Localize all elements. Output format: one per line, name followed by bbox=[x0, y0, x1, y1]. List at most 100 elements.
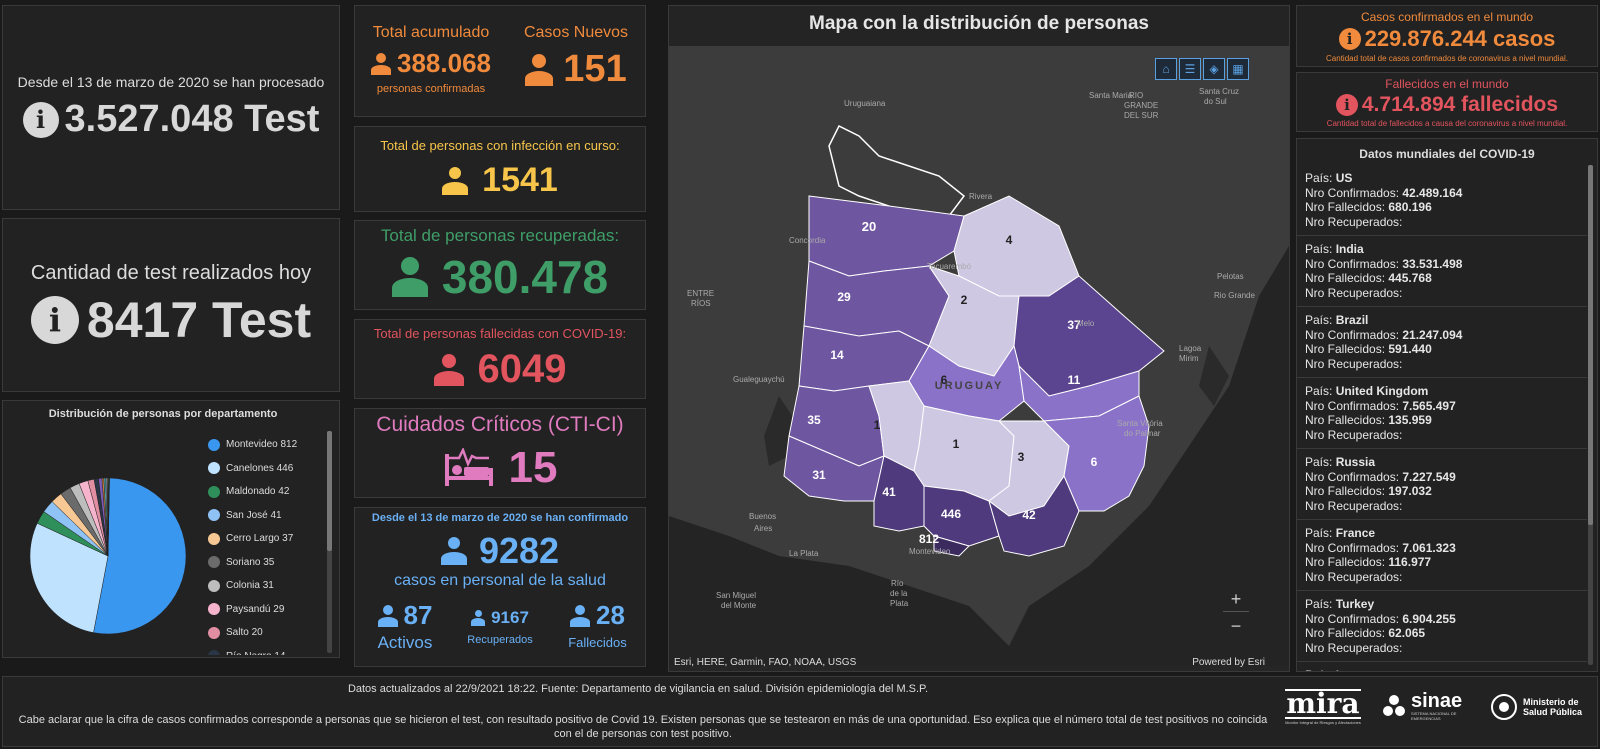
legend-item[interactable]: Montevideo 812 bbox=[208, 433, 326, 457]
deceased-panel: Total de personas fallecidas con COVID-1… bbox=[354, 319, 646, 399]
legend-label: San José 41 bbox=[226, 509, 282, 521]
legend-swatch bbox=[208, 556, 220, 569]
svg-text:Tacuarembó: Tacuarembó bbox=[927, 262, 972, 271]
tests-total-value: 3.527.048 Test bbox=[64, 98, 320, 140]
staff-recovered-value: 9167 bbox=[491, 608, 529, 627]
legend-icon[interactable]: ☰ bbox=[1179, 58, 1201, 80]
hospital-bed-icon bbox=[444, 448, 493, 486]
svg-text:Gualeguaychú: Gualeguaychú bbox=[733, 375, 785, 384]
svg-text:DEL SUR: DEL SUR bbox=[1124, 111, 1159, 120]
map-toolbar: ⌂ ☰ ◈ ▦ bbox=[1153, 58, 1249, 80]
country-list-item[interactable]: País: France Nro Confirmados: 7.061.323 Nr… bbox=[1297, 520, 1587, 591]
legend-item[interactable]: Maldonado 42 bbox=[208, 480, 326, 504]
pie-legend: Montevideo 812 Canelones 446 Maldonado 42 S… bbox=[208, 433, 326, 655]
info-icon: i bbox=[22, 101, 59, 138]
health-staff-panel: Desde el 13 de marzo de 2020 se han conf… bbox=[354, 507, 646, 667]
legend-swatch bbox=[208, 509, 220, 522]
svg-text:Rivera: Rivera bbox=[969, 192, 993, 201]
world-list[interactable]: País: US Nro Confirmados: 42.489.164 Nro F… bbox=[1297, 165, 1587, 671]
country-list-item[interactable]: País: US Nro Confirmados: 42.489.164 Nro F… bbox=[1297, 165, 1587, 236]
world-confirmed-label: Casos confirmados en el mundo bbox=[1360, 9, 1534, 24]
svg-text:Rio Grande: Rio Grande bbox=[1214, 291, 1255, 300]
legend-swatch bbox=[208, 462, 220, 475]
svg-text:do Palmar: do Palmar bbox=[1124, 429, 1161, 438]
country-list-item[interactable]: País: Brazil Nro Confirmados: 21.247.094 N… bbox=[1297, 307, 1587, 378]
health-staff-sub: casos en personal de la salud bbox=[394, 572, 606, 589]
legend-item[interactable]: Salto 20 bbox=[208, 621, 326, 645]
legend-item[interactable]: Paysandú 29 bbox=[208, 598, 326, 622]
tests-today-label: Cantidad de test realizados hoy bbox=[30, 261, 312, 284]
map-powered[interactable]: Powered by Esri bbox=[1192, 657, 1265, 668]
legend-label: Río Negro 14 bbox=[226, 651, 285, 655]
pie-slice-montevideo[interactable] bbox=[93, 477, 187, 635]
person-icon bbox=[371, 52, 391, 75]
map-canvas[interactable]: 20 4 29 2 37 14 6 URUGUAY 11 35 1 1 3 6 … bbox=[669, 46, 1289, 666]
home-icon[interactable]: ⌂ bbox=[1155, 58, 1177, 80]
svg-text:La Plata: La Plata bbox=[789, 549, 819, 558]
dept-label: 41 bbox=[882, 485, 896, 499]
new-cases-label: Casos Nuevos bbox=[523, 24, 629, 41]
msp-logo: Ministerio de Salud Pública bbox=[1491, 693, 1585, 721]
legend-item[interactable]: San José 41 bbox=[208, 504, 326, 528]
tests-total-panel: Desde el 13 de marzo de 2020 se han proc… bbox=[2, 5, 340, 210]
dept-label: 14 bbox=[830, 348, 844, 362]
info-icon: i bbox=[1338, 27, 1361, 50]
legend-label: Montevideo 812 bbox=[226, 439, 298, 451]
svg-text:do Sul: do Sul bbox=[1204, 97, 1227, 106]
pie-slice-canelones[interactable] bbox=[29, 522, 109, 633]
svg-text:RIO: RIO bbox=[1129, 91, 1143, 100]
svg-text:San Miguel: San Miguel bbox=[716, 591, 756, 600]
dept-label: 812 bbox=[919, 532, 939, 546]
person-icon bbox=[433, 353, 464, 386]
person-icon bbox=[442, 166, 469, 195]
legend-label: Soriano 35 bbox=[226, 556, 275, 568]
zoom-out-button[interactable]: − bbox=[1230, 616, 1242, 636]
svg-text:Uruguaiana: Uruguaiana bbox=[844, 99, 886, 108]
dept-label: 42 bbox=[1022, 508, 1036, 522]
person-icon bbox=[377, 604, 398, 627]
world-confirmed-value: 229.876.244 casos bbox=[1364, 25, 1556, 51]
country-list-item[interactable]: País: Turkey Nro Confirmados: 6.904.255 Nr… bbox=[1297, 591, 1587, 662]
dept-pie-panel: Distribución de personas por departament… bbox=[2, 400, 340, 658]
legend-item[interactable]: Colonia 31 bbox=[208, 574, 326, 598]
svg-text:Concordia: Concordia bbox=[789, 236, 826, 245]
legend-item[interactable]: Canelones 446 bbox=[208, 457, 326, 481]
country-list-item[interactable]: País: United Kingdom Nro Confirmados: 7.5… bbox=[1297, 378, 1587, 449]
staff-active-value: 87 bbox=[403, 600, 433, 630]
legend-label: Paysandú 29 bbox=[226, 603, 285, 615]
sinae-logo: sinae SISTEMA NACIONAL DE EMERGENCIAS bbox=[1381, 691, 1471, 721]
active-label: Total de personas con infección en curso… bbox=[380, 138, 620, 153]
recovered-panel: Total de personas recuperadas: 380.478 bbox=[354, 220, 646, 310]
world-list-title: Datos mundiales del COVID-19 bbox=[1359, 147, 1535, 161]
svg-text:Lagoa: Lagoa bbox=[1179, 344, 1202, 353]
legend-scrollbar[interactable] bbox=[327, 431, 332, 653]
svg-text:GRANDE: GRANDE bbox=[1124, 101, 1158, 110]
map-panel: Mapa con la distribución de personas 20 … bbox=[668, 5, 1290, 672]
dept-label: 20 bbox=[862, 219, 876, 234]
zoom-in-button[interactable]: + bbox=[1223, 586, 1249, 612]
legend-item[interactable]: Río Negro 14 bbox=[208, 645, 326, 655]
country-list-item[interactable]: País: Russia Nro Confirmados: 7.227.549 Nr… bbox=[1297, 449, 1587, 520]
tests-today-value: 8417 Test bbox=[86, 291, 312, 348]
recovered-value: 380.478 bbox=[441, 251, 609, 303]
pie-slice-flores[interactable] bbox=[107, 477, 110, 557]
critical-label: Cuidados Críticos (CTI-CI) bbox=[376, 413, 624, 436]
country-list-item[interactable]: País: IranNro Confirmados: 5.477.229Nro … bbox=[1297, 662, 1587, 671]
layers-icon[interactable]: ◈ bbox=[1203, 58, 1225, 80]
legend-item[interactable]: Soriano 35 bbox=[208, 551, 326, 575]
person-icon bbox=[525, 53, 554, 86]
footer-updated: Datos actualizados al 22/9/2021 18:22. F… bbox=[347, 683, 929, 695]
svg-text:de la: de la bbox=[890, 589, 908, 598]
world-list-scrollbar[interactable] bbox=[1588, 165, 1593, 665]
accumulated-label: Total acumulado bbox=[372, 24, 490, 41]
tests-since-text: Desde el 13 de marzo de 2020 se han proc… bbox=[17, 74, 325, 90]
svg-text:RÍOS: RÍOS bbox=[691, 299, 711, 308]
country-list-item[interactable]: País: India Nro Confirmados: 33.531.498 Nr… bbox=[1297, 236, 1587, 307]
deceased-label: Total de personas fallecidas con COVID-1… bbox=[373, 326, 627, 341]
legend-item[interactable]: Cerro Largo 37 bbox=[208, 527, 326, 551]
basemap-icon[interactable]: ▦ bbox=[1227, 58, 1249, 80]
staff-active-label: Activos bbox=[377, 633, 433, 652]
legend-swatch bbox=[208, 438, 220, 451]
legend-swatch bbox=[208, 579, 220, 592]
svg-text:Río: Río bbox=[891, 579, 904, 588]
